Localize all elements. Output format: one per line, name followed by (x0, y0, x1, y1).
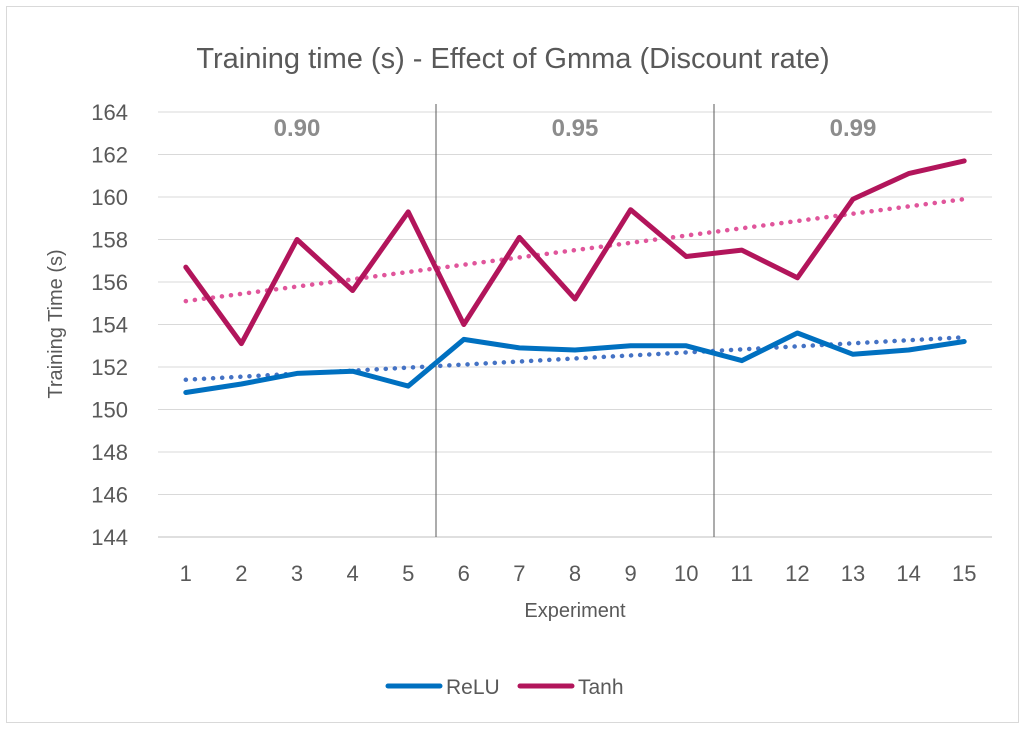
y-tick-label: 160 (91, 185, 128, 210)
y-tick-label: 150 (91, 398, 128, 423)
section-label: 0.99 (830, 115, 877, 142)
y-tick-label: 156 (91, 270, 128, 295)
x-tick-label: 5 (402, 561, 414, 586)
trendline-relu (183, 335, 967, 382)
section-label: 0.90 (274, 115, 321, 142)
y-axis-ticks: 144 146 148 150 152 154 156 158 160 162 164 (91, 100, 128, 550)
legend-label-tanh: Tanh (578, 676, 624, 699)
x-tick-label: 10 (674, 561, 698, 586)
y-tick-label: 152 (91, 355, 128, 380)
gridlines (158, 111, 992, 538)
section-label: 0.95 (552, 115, 599, 142)
x-tick-label: 1 (180, 561, 192, 586)
legend: ReLU Tanh (385, 676, 624, 699)
x-tick-label: 2 (235, 561, 247, 586)
x-tick-label: 7 (513, 561, 525, 586)
y-tick-label: 146 (91, 483, 128, 508)
x-tick-label: 14 (896, 561, 920, 586)
y-tick-label: 162 (91, 143, 128, 168)
y-tick-label: 148 (91, 440, 128, 465)
section-labels: 0.90 0.95 0.99 (274, 115, 877, 142)
section-dividers (435, 104, 715, 537)
x-tick-label: 13 (841, 561, 865, 586)
y-tick-label: 164 (91, 100, 128, 125)
legend-label-relu: ReLU (446, 676, 500, 699)
x-axis-ticks: 1 2 3 4 5 6 7 8 9 10 11 12 13 14 15 (180, 561, 977, 586)
series-lines (183, 158, 967, 395)
x-tick-label: 3 (291, 561, 303, 586)
y-axis-label: Training Time (s) (45, 249, 67, 398)
trendline-tanh (183, 196, 967, 304)
x-tick-label: 11 (730, 561, 753, 586)
x-tick-label: 6 (458, 561, 470, 586)
x-tick-label: 12 (785, 561, 809, 586)
x-tick-label: 15 (952, 561, 976, 586)
x-tick-label: 8 (569, 561, 581, 586)
chart-frame (6, 6, 1019, 723)
series-line-relu (183, 330, 967, 395)
y-tick-label: 144 (91, 525, 128, 550)
trendlines (183, 196, 967, 382)
x-tick-label: 4 (346, 561, 358, 586)
y-tick-label: 154 (91, 313, 128, 338)
y-tick-label: 158 (91, 228, 128, 253)
series-line-tanh (183, 158, 967, 347)
x-tick-label: 9 (624, 561, 636, 586)
chart-title: Training time (s) - Effect of Gmma (Disc… (196, 43, 829, 75)
x-axis-label: Experiment (524, 600, 626, 622)
